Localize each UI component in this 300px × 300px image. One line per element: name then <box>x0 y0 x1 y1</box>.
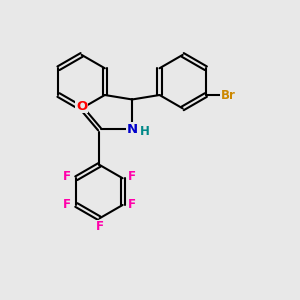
Text: N: N <box>127 123 138 136</box>
Text: F: F <box>128 170 136 183</box>
Text: F: F <box>63 170 71 183</box>
Text: F: F <box>95 220 104 233</box>
Text: F: F <box>63 199 71 212</box>
Text: Br: Br <box>221 88 236 101</box>
Text: H: H <box>140 125 150 138</box>
Text: O: O <box>76 100 87 113</box>
Text: F: F <box>128 199 136 212</box>
